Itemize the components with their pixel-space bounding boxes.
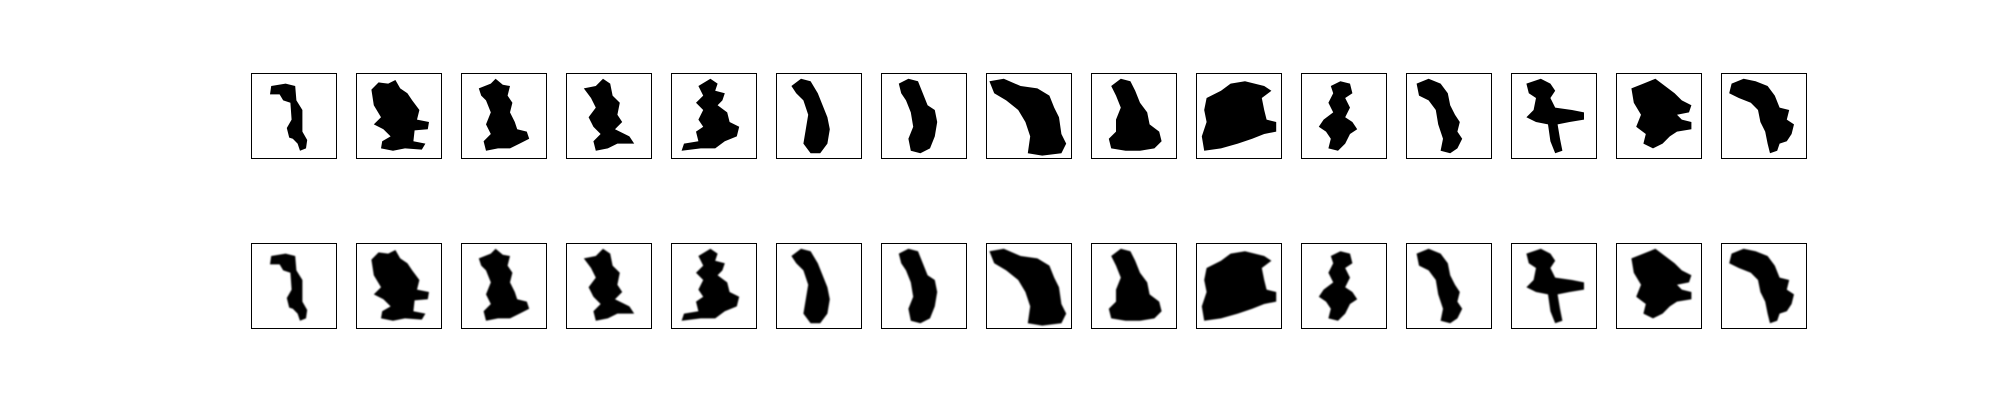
- original-silhouette-shape-10: [1201, 81, 1277, 151]
- original-silhouette-panel-12: [1406, 73, 1492, 159]
- reconstructed-silhouette-shape-12: [1416, 248, 1463, 324]
- reconstructed-silhouette-panel-13: [1511, 243, 1597, 329]
- reconstructed-silhouette-panel-1: [251, 243, 337, 329]
- reconstructed-silhouette-image-12: [1416, 248, 1463, 324]
- reconstructed-silhouette-image-15: [1729, 248, 1794, 324]
- original-silhouette-shape-11: [1318, 81, 1358, 151]
- original-silhouette-image-4: [583, 78, 635, 151]
- original-silhouette-image-9: [1108, 78, 1162, 151]
- original-silhouette-image-8: [989, 78, 1067, 156]
- reconstructed-silhouette-image-9: [1108, 248, 1162, 321]
- original-silhouette-panel-10: [1196, 73, 1282, 159]
- reconstructed-silhouette-image-13: [1526, 248, 1584, 324]
- original-silhouette-panel-1: [251, 73, 337, 159]
- reconstructed-silhouette-shape-3: [478, 248, 530, 321]
- original-silhouette-panel-6: [776, 73, 862, 159]
- original-silhouette-shape-1: [270, 83, 308, 151]
- reconstructed-silhouette-shape-1: [270, 253, 308, 321]
- reconstructed-silhouette-panel-10: [1196, 243, 1282, 329]
- reconstructed-silhouette-panel-5: [671, 243, 757, 329]
- original-silhouette-shape-5: [681, 78, 740, 151]
- original-silhouette-shape-13: [1526, 78, 1584, 154]
- reconstructed-silhouette-image-3: [478, 248, 530, 321]
- original-silhouette-image-3: [478, 78, 530, 151]
- reconstructed-silhouette-image-14: [1631, 248, 1692, 319]
- reconstructed-silhouette-panel-2: [356, 243, 442, 329]
- reconstructed-silhouette-shape-6: [791, 248, 830, 324]
- reconstructed-silhouette-shape-15: [1729, 248, 1794, 324]
- original-silhouette-image-2: [371, 80, 429, 151]
- original-silhouette-shape-4: [583, 78, 635, 151]
- original-silhouette-panel-14: [1616, 73, 1702, 159]
- original-silhouette-image-7: [898, 78, 938, 154]
- reconstructed-silhouette-panel-12: [1406, 243, 1492, 329]
- reconstructed-silhouette-image-4: [583, 248, 635, 321]
- original-silhouette-shape-2: [371, 80, 429, 151]
- original-silhouette-panel-9: [1091, 73, 1177, 159]
- original-silhouette-shape-14: [1631, 78, 1692, 149]
- reconstructed-silhouette-panel-4: [566, 243, 652, 329]
- reconstructed-silhouette-shape-14: [1631, 248, 1692, 319]
- original-silhouette-image-13: [1526, 78, 1584, 154]
- original-silhouette-shape-9: [1108, 78, 1162, 151]
- original-silhouette-panel-3: [461, 73, 547, 159]
- original-silhouette-panel-8: [986, 73, 1072, 159]
- reconstructed-silhouette-panel-7: [881, 243, 967, 329]
- reconstructed-silhouette-shape-11: [1318, 251, 1358, 321]
- reconstructed-silhouette-image-6: [791, 248, 830, 324]
- original-silhouette-image-12: [1416, 78, 1463, 154]
- reconstructed-silhouette-panel-9: [1091, 243, 1177, 329]
- reconstructed-silhouette-image-5: [681, 248, 740, 321]
- reconstructed-silhouette-panel-11: [1301, 243, 1387, 329]
- reconstructed-silhouette-panel-14: [1616, 243, 1702, 329]
- original-silhouette-image-10: [1201, 81, 1277, 151]
- reconstructed-silhouette-shape-10: [1201, 251, 1277, 321]
- original-silhouette-image-11: [1318, 81, 1358, 151]
- reconstructed-silhouette-shape-8: [989, 248, 1067, 326]
- reconstructed-silhouette-image-11: [1318, 251, 1358, 321]
- original-silhouette-shape-6: [791, 78, 830, 154]
- original-silhouette-shape-8: [989, 78, 1067, 156]
- original-silhouette-image-14: [1631, 78, 1692, 149]
- reconstructed-silhouette-shape-2: [371, 250, 429, 321]
- reconstructed-silhouette-image-10: [1201, 251, 1277, 321]
- reconstructed-silhouette-shape-5: [681, 248, 740, 321]
- original-silhouette-shape-3: [478, 78, 530, 151]
- reconstructed-silhouettes-row: [0, 243, 2000, 333]
- original-silhouette-panel-7: [881, 73, 967, 159]
- reconstructed-silhouette-shape-4: [583, 248, 635, 321]
- original-silhouette-shape-12: [1416, 78, 1463, 154]
- reconstructed-silhouette-image-7: [898, 248, 938, 324]
- original-silhouette-image-6: [791, 78, 830, 154]
- original-silhouette-image-5: [681, 78, 740, 151]
- reconstructed-silhouette-panel-3: [461, 243, 547, 329]
- reconstructed-silhouette-panel-6: [776, 243, 862, 329]
- reconstructed-silhouette-shape-7: [898, 248, 938, 324]
- original-silhouette-shape-7: [898, 78, 938, 154]
- original-silhouette-panel-2: [356, 73, 442, 159]
- original-silhouette-panel-11: [1301, 73, 1387, 159]
- original-silhouette-panel-4: [566, 73, 652, 159]
- reconstructed-silhouette-image-1: [270, 253, 308, 321]
- original-silhouette-panel-13: [1511, 73, 1597, 159]
- reconstructed-silhouette-shape-13: [1526, 248, 1584, 324]
- reconstructed-silhouette-panel-15: [1721, 243, 1807, 329]
- original-silhouette-image-15: [1729, 78, 1794, 154]
- original-silhouette-panel-5: [671, 73, 757, 159]
- reconstructed-silhouette-image-8: [989, 248, 1067, 326]
- original-silhouette-panel-15: [1721, 73, 1807, 159]
- original-silhouette-shape-15: [1729, 78, 1794, 154]
- original-silhouette-image-1: [270, 83, 308, 151]
- original-silhouettes-row: [0, 73, 2000, 163]
- reconstructed-silhouette-shape-9: [1108, 248, 1162, 321]
- reconstructed-silhouette-image-2: [371, 250, 429, 321]
- reconstructed-silhouette-panel-8: [986, 243, 1072, 329]
